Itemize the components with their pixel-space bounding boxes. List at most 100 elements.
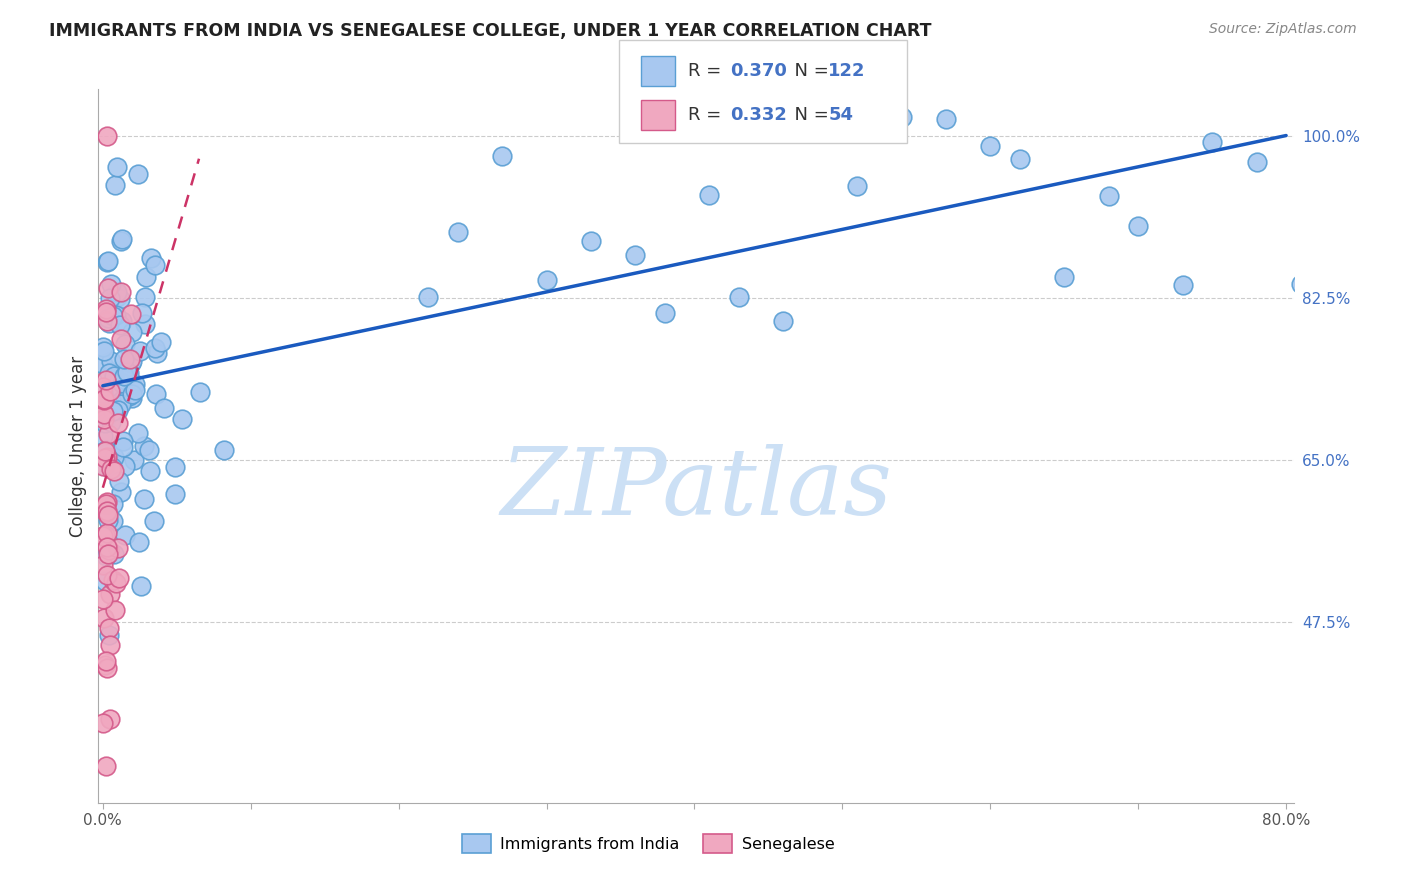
Point [138,443,160,458]
Point [94,497,117,511]
Point [163,486,186,500]
Point [122,453,145,467]
Point [103,547,125,561]
Point [728,290,751,304]
Point [103,573,125,587]
Point [121,325,143,339]
Point [94,504,117,518]
Point [146,346,169,360]
Point [98,384,121,398]
Point [97,280,120,294]
Point [98,638,121,652]
Point [101,457,124,471]
Point [134,290,156,304]
Point [128,344,150,359]
Point [110,484,132,499]
Point [98,291,121,305]
Point [111,376,134,390]
Point [112,352,135,367]
Point [111,232,134,246]
Point [93,392,115,407]
Point [110,234,132,248]
Point [93,428,115,442]
Point [97,543,120,558]
Point [107,416,129,430]
Point [935,112,957,126]
Point [94,549,117,564]
Point [96,526,118,541]
Point [101,309,124,323]
Point [979,138,1001,153]
Point [96,540,118,554]
Point [100,415,122,429]
Point [98,620,121,634]
Point [100,354,122,368]
Point [121,391,143,405]
Point [127,167,149,181]
Point [108,571,131,585]
Point [100,459,122,474]
Point [491,148,513,162]
Point [108,318,131,333]
Point [105,285,128,299]
Point [108,474,131,488]
Point [105,290,128,304]
Point [91,380,114,394]
Point [624,248,647,262]
Point [111,314,134,328]
Point [697,188,720,202]
Point [96,305,118,319]
Point [98,712,121,726]
Point [1201,135,1223,149]
Point [97,627,120,641]
Point [97,508,120,523]
Point [104,603,127,617]
Point [94,442,117,457]
Point [97,380,120,394]
Point [120,307,142,321]
Point [91,591,114,606]
Point [94,444,117,458]
Point [111,440,134,454]
Point [96,661,118,675]
Point [121,386,143,401]
Point [105,389,128,403]
Point [97,513,120,527]
Text: IMMIGRANTS FROM INDIA VS SENEGALESE COLLEGE, UNDER 1 YEAR CORRELATION CHART: IMMIGRANTS FROM INDIA VS SENEGALESE COLL… [49,22,932,40]
Point [96,654,118,668]
Point [91,716,114,731]
Point [96,450,118,464]
Point [134,318,156,332]
Point [134,438,156,452]
Point [96,567,118,582]
Text: R =: R = [688,62,727,79]
Point [536,273,558,287]
Point [1246,155,1268,169]
Point [1008,152,1031,166]
Point [108,292,131,306]
Point [97,311,120,326]
Point [91,406,114,420]
Point [143,258,166,272]
Point [91,386,114,401]
Point [96,302,118,317]
Point [93,528,115,542]
Point [103,514,125,528]
Point [104,178,127,192]
Point [129,579,152,593]
Point [1128,219,1150,233]
Point [100,587,122,601]
Point [104,308,127,322]
Point [94,758,117,772]
Text: N =: N = [783,106,835,124]
Text: 0.370: 0.370 [730,62,786,79]
Point [94,416,117,430]
Point [97,254,120,268]
Point [91,386,114,401]
Point [112,369,135,384]
Point [103,403,125,417]
Point [103,450,125,464]
Point [890,110,912,124]
Point [96,128,118,143]
Point [93,408,115,422]
